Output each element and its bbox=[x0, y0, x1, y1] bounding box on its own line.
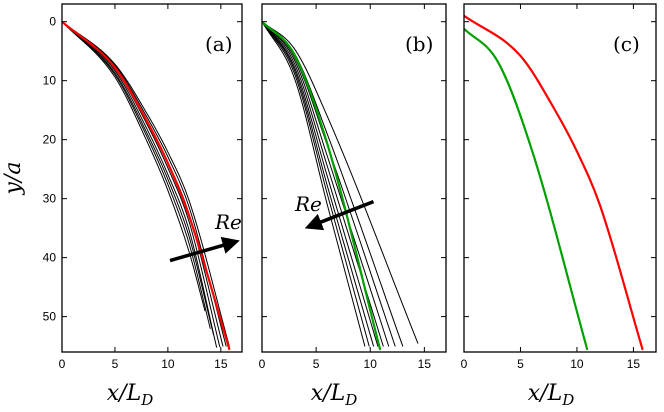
y-tick-label: 0 bbox=[49, 15, 56, 29]
y-tick-label: 30 bbox=[43, 192, 57, 206]
x-tick-label: 0 bbox=[259, 357, 266, 371]
series-line-a-2 bbox=[62, 21, 224, 347]
panel-b: 0 5 10 15 bbox=[259, 3, 447, 371]
re-arrow-b bbox=[304, 199, 375, 231]
y-axis-label: y/a bbox=[1, 162, 26, 196]
series-line-c-1 bbox=[464, 27, 589, 351]
re-arrow-a bbox=[169, 236, 240, 263]
series-group-a bbox=[62, 20, 231, 351]
y-tick-label: 50 bbox=[43, 310, 57, 324]
x-tick-label: 10 bbox=[364, 357, 378, 371]
series-group-c bbox=[464, 14, 644, 351]
x-tick-label: 0 bbox=[461, 357, 468, 371]
series-line-b-2 bbox=[262, 21, 374, 347]
plot-frame-c bbox=[463, 3, 657, 353]
x-tick-label: 15 bbox=[418, 357, 432, 371]
re-annotation-b: Re bbox=[294, 192, 322, 216]
x-axis-label-c: x/LD bbox=[528, 381, 574, 409]
y-tick-label: 20 bbox=[43, 133, 57, 147]
series-line-b-8 bbox=[262, 21, 419, 344]
series-group-b bbox=[262, 20, 419, 351]
series-line-b-0 bbox=[262, 21, 366, 347]
series-line-a-7 bbox=[62, 21, 214, 335]
series-line-b-5 bbox=[262, 21, 390, 347]
series-line-b-9 bbox=[262, 20, 382, 351]
series-line-c-0 bbox=[464, 14, 644, 351]
series-line-a-6 bbox=[62, 21, 206, 312]
series-line-a-5 bbox=[62, 21, 211, 329]
y-tick-label: 40 bbox=[43, 251, 57, 265]
series-line-b-6 bbox=[262, 21, 396, 347]
x-tick-label: 5 bbox=[517, 357, 524, 371]
plot-frame-b bbox=[261, 3, 447, 353]
x-tick-label: 0 bbox=[59, 357, 66, 371]
series-line-a-4 bbox=[62, 21, 230, 347]
panel-c: 0 5 10 15 bbox=[461, 3, 657, 371]
x-tick-label: 15 bbox=[214, 357, 228, 371]
re-annotation-a: Re bbox=[214, 210, 242, 234]
plot-frame-a bbox=[61, 3, 243, 353]
series-line-b-4 bbox=[262, 21, 384, 347]
panel-label-b: (b) bbox=[405, 32, 433, 56]
x-tick-label: 10 bbox=[161, 357, 175, 371]
panel-a: 0 5 10 15 0 10 20 30 40 50 bbox=[43, 3, 243, 371]
x-axis-label-a: x/LD bbox=[107, 381, 153, 409]
panel-label-c: (c) bbox=[613, 32, 640, 56]
x-tick-label: 15 bbox=[627, 357, 641, 371]
panel-label-a: (a) bbox=[205, 32, 233, 56]
series-line-a-8 bbox=[62, 20, 231, 351]
series-line-a-0 bbox=[62, 21, 218, 348]
series-line-a-1 bbox=[62, 21, 221, 348]
x-tick-label: 5 bbox=[313, 357, 320, 371]
x-axis-label-b: x/LD bbox=[311, 381, 357, 409]
x-tick-label: 10 bbox=[570, 357, 584, 371]
series-line-a-3 bbox=[62, 21, 227, 347]
y-tick-label: 10 bbox=[43, 74, 57, 88]
series-line-b-3 bbox=[262, 21, 379, 347]
x-tick-label: 5 bbox=[112, 357, 119, 371]
series-line-b-1 bbox=[262, 21, 370, 347]
